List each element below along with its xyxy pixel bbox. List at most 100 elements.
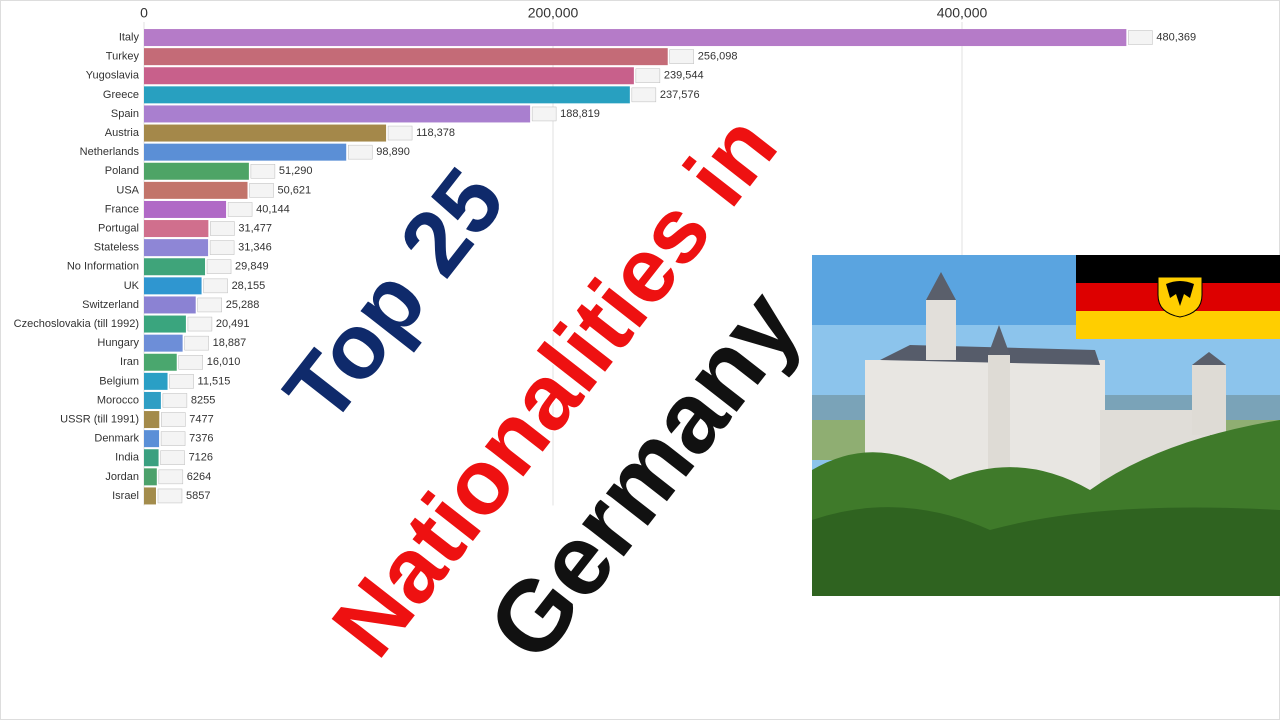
flag-icon	[157, 488, 183, 504]
flag-icon	[210, 221, 235, 236]
category-label: USA	[116, 184, 139, 196]
bar	[144, 372, 168, 390]
plot: 0 200,000 400,000 Italy 480,369 Turkey 256,098…	[14, 5, 1196, 506]
value-label: 480,369	[1156, 31, 1196, 43]
category-label: Denmark	[94, 433, 139, 445]
bar	[144, 353, 177, 371]
flag-icon	[197, 297, 222, 313]
value-label: 51,290	[279, 165, 313, 177]
tower	[1192, 365, 1226, 435]
bar	[144, 487, 156, 505]
flag-icon	[158, 469, 184, 485]
x-tick-label: 200,000	[528, 5, 579, 21]
value-label: 28,155	[232, 280, 266, 292]
flag-icon	[631, 87, 657, 103]
bar	[144, 29, 1127, 47]
tower	[926, 300, 956, 360]
category-label: Stateless	[94, 242, 140, 254]
value-label: 6264	[187, 471, 211, 483]
bar	[144, 86, 630, 104]
bar	[144, 391, 161, 409]
x-tick-label: 400,000	[937, 5, 988, 21]
value-label: 29,849	[235, 261, 269, 273]
flag-icon	[1128, 30, 1153, 45]
category-label: Spain	[111, 108, 139, 120]
category-label: Netherlands	[80, 146, 140, 158]
bar	[144, 258, 206, 276]
bar	[144, 334, 183, 352]
flag-icon	[169, 374, 194, 389]
castle-photo	[812, 255, 1280, 596]
category-label: Yugoslavia	[86, 70, 140, 82]
value-label: 11,515	[198, 375, 231, 387]
tower-roof	[988, 325, 1010, 355]
bar	[144, 105, 531, 123]
category-label: Portugal	[98, 222, 139, 234]
category-label: India	[115, 452, 140, 464]
category-label: Israel	[112, 490, 139, 502]
value-label: 20,491	[216, 318, 250, 330]
flag-icon	[206, 259, 232, 274]
category-label: No Information	[67, 261, 139, 273]
category-label: Switzerland	[82, 299, 139, 311]
category-label: Hungary	[97, 337, 139, 349]
forest	[812, 507, 1280, 596]
bar	[144, 162, 249, 180]
category-label: Iran	[120, 356, 139, 368]
value-label: 239,544	[664, 70, 704, 82]
flag-icon	[387, 125, 413, 141]
value-label: 50,621	[278, 184, 312, 196]
flag-icon	[184, 335, 209, 351]
tower-roof	[1192, 352, 1226, 365]
flag-icon	[347, 144, 373, 160]
flag-icon	[178, 355, 203, 370]
flag-icon	[160, 431, 186, 446]
value-label: 7376	[189, 433, 213, 445]
value-label: 40,144	[256, 203, 290, 215]
tower-roof	[926, 272, 956, 300]
value-label: 31,477	[238, 222, 272, 234]
flag-icon	[160, 450, 185, 465]
category-label: Poland	[105, 165, 139, 177]
flag-icon	[209, 240, 235, 255]
bar	[144, 296, 196, 314]
bar	[144, 315, 186, 333]
value-label: 118,378	[416, 127, 455, 139]
tower	[988, 355, 1010, 485]
value-label: 16,010	[207, 356, 241, 368]
bar	[144, 48, 668, 66]
category-label: Belgium	[99, 375, 139, 387]
flag-icon	[187, 316, 213, 332]
x-tick-label: 0	[140, 5, 148, 21]
flag-icon	[162, 393, 188, 408]
flag-icon	[635, 68, 661, 83]
eagle	[1166, 281, 1194, 306]
category-label: UK	[124, 280, 140, 292]
value-label: 98,890	[376, 146, 410, 158]
bar	[144, 200, 227, 218]
bar	[144, 239, 209, 257]
category-label: France	[105, 203, 139, 215]
bar	[144, 181, 248, 199]
flag-icon	[161, 412, 186, 427]
flag-icon	[203, 278, 228, 294]
flag-icon	[249, 183, 274, 198]
bar	[144, 411, 160, 429]
value-label: 188,819	[560, 108, 600, 120]
flag-icon	[227, 202, 253, 217]
category-label: Italy	[119, 31, 140, 43]
bar	[144, 449, 159, 467]
bar	[144, 220, 209, 238]
category-label: Morocco	[97, 394, 139, 406]
value-label: 237,576	[660, 89, 700, 101]
value-label: 7477	[189, 413, 213, 425]
bar	[144, 430, 160, 448]
bar	[144, 143, 347, 161]
category-label: Greece	[103, 89, 139, 101]
bar	[144, 277, 202, 295]
category-label: USSR (till 1991)	[60, 413, 139, 425]
value-label: 18,887	[213, 337, 247, 349]
value-label: 31,346	[238, 242, 272, 254]
flag-icon	[250, 164, 276, 179]
